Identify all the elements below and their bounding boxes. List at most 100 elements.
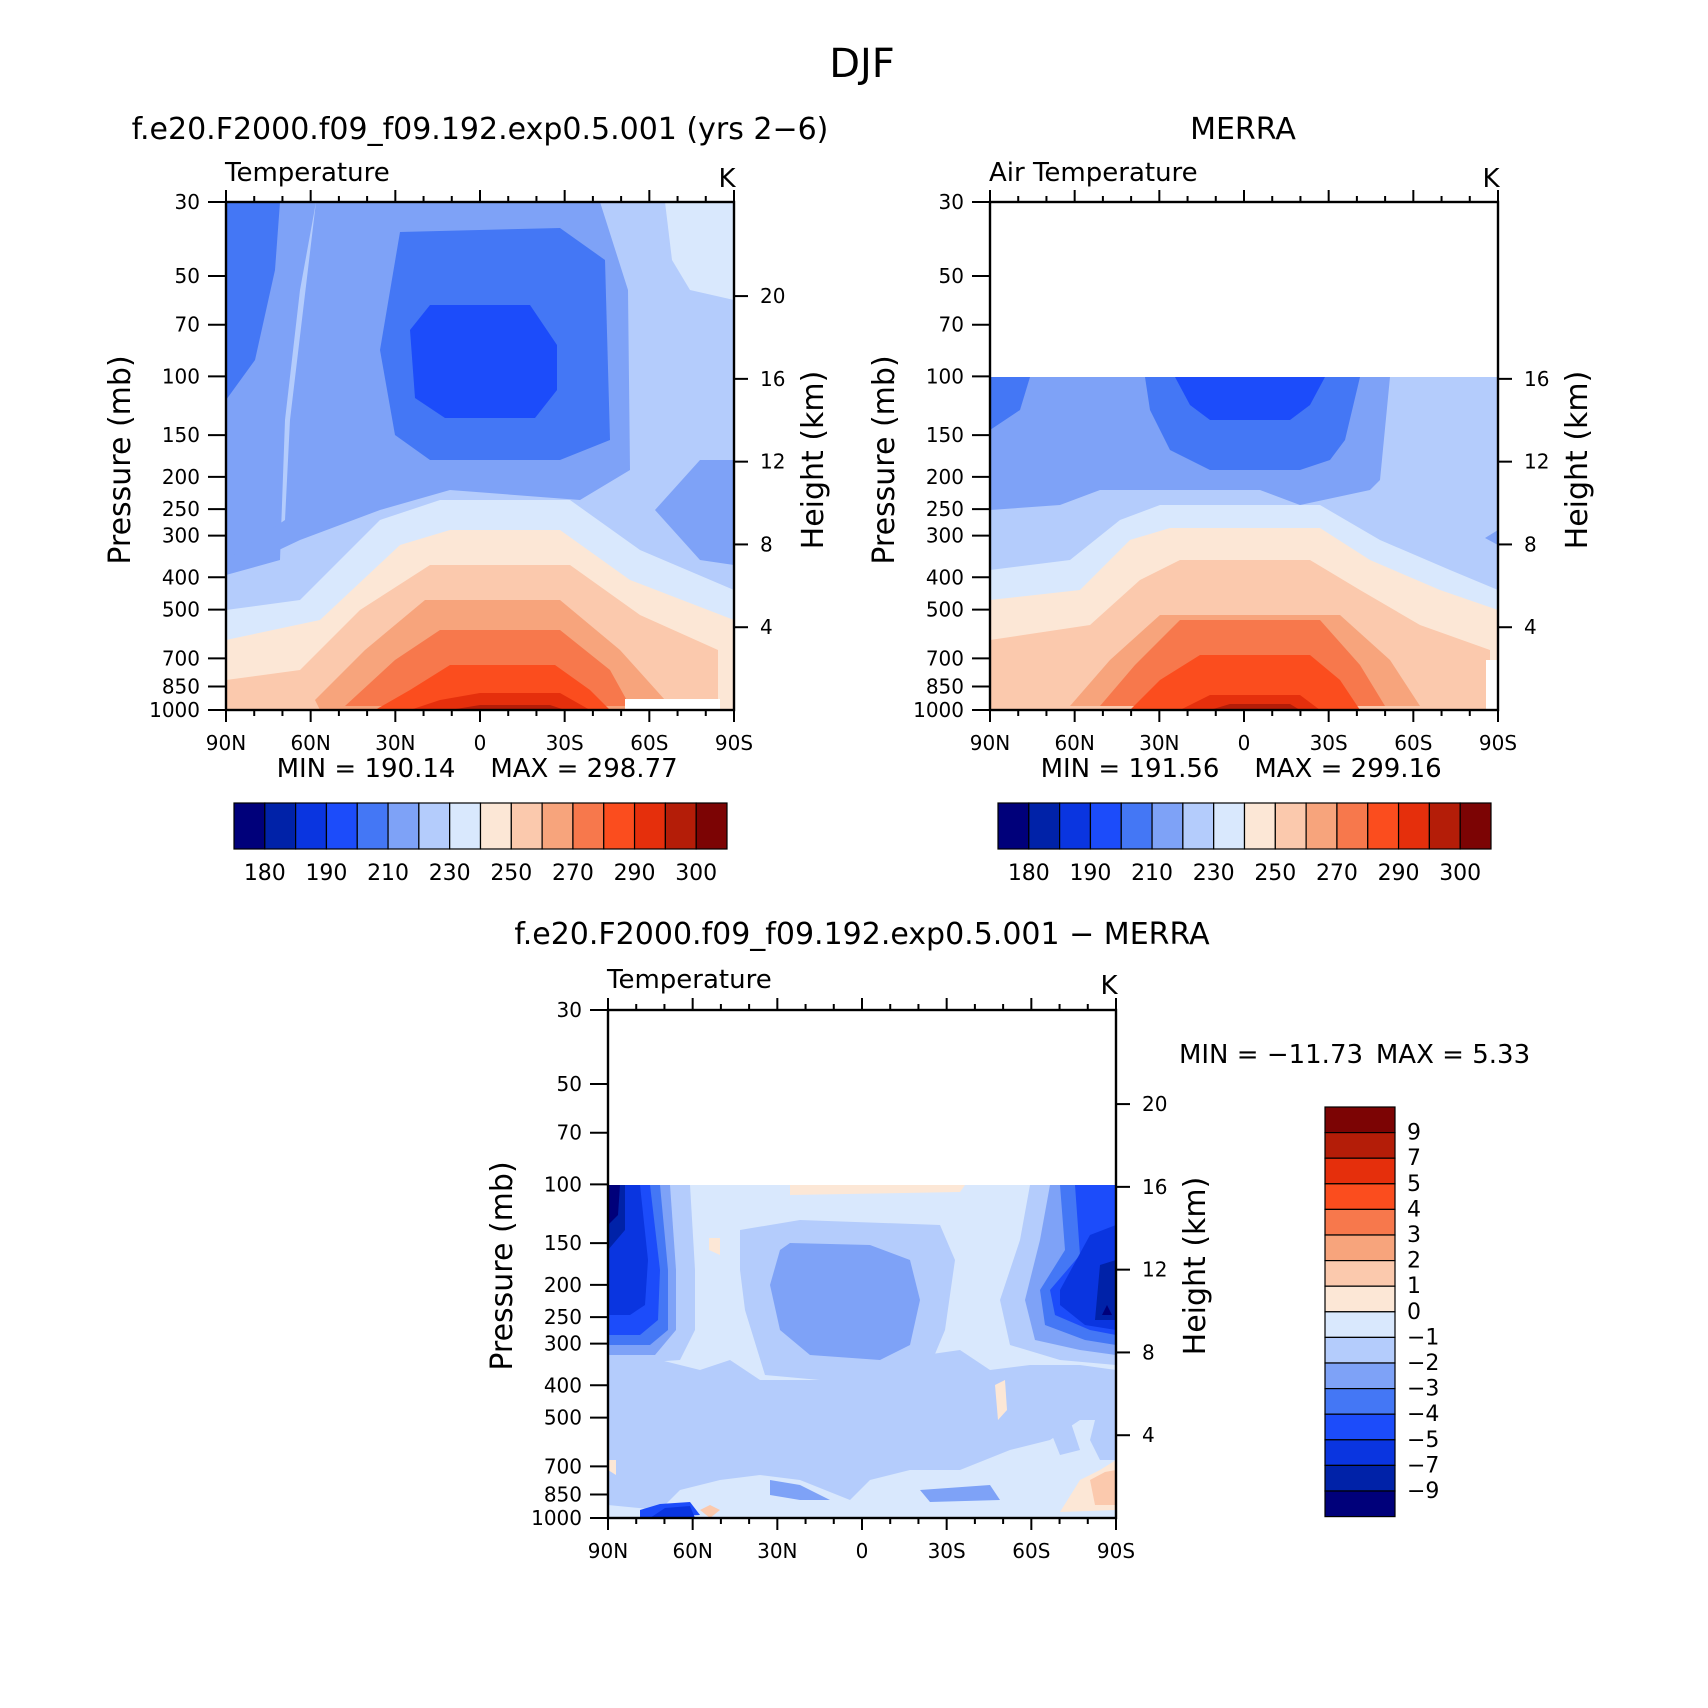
colorbar-label: 180 (244, 861, 286, 886)
y2-axis-label: Height (km) (796, 371, 831, 550)
y-tick-label: 700 (162, 646, 200, 670)
contour-fill (226, 202, 734, 710)
y-tick-label: 150 (926, 423, 964, 447)
colorbar-swatch (1324, 1413, 1396, 1441)
y2-ticks: 4 8 12 16 (1498, 367, 1549, 639)
colorbar-swatch (1243, 802, 1276, 850)
y-tick-label: 50 (939, 264, 964, 288)
colorbar: 180 190 210 230 250 270 290 300 (233, 802, 728, 886)
y-tick-label: 400 (926, 565, 964, 589)
y2-tick-label: 16 (760, 367, 785, 391)
colorbar-swatch (1274, 802, 1307, 850)
y-axis-label: Pressure (mb) (867, 355, 902, 564)
panel-merra: MERRA Air Temperature K Pressure (mb) He… (867, 112, 1595, 886)
y-tick-label: 150 (162, 423, 200, 447)
colorbar-swatch (997, 802, 1030, 850)
colorbar-label: 300 (1439, 861, 1481, 886)
max-label: MAX = 5.33 (1376, 1040, 1530, 1070)
y-tick-label: 300 (926, 524, 964, 548)
colorbar-swatch (1028, 802, 1061, 850)
colorbar-swatch (1324, 1259, 1396, 1287)
colorbar-swatch (233, 802, 266, 850)
colorbar: 180 190 210 230 250 270 290 300 (997, 802, 1492, 886)
y-tick-label: 850 (926, 674, 964, 698)
y-tick-label: 70 (557, 1121, 582, 1145)
colorbar-swatch (1397, 802, 1430, 850)
y-tick-label: 850 (162, 674, 200, 698)
y-tick-label: 850 (544, 1482, 582, 1506)
colorbar-swatch (387, 802, 420, 850)
y2-tick-label: 20 (1142, 1092, 1167, 1116)
colorbar-swatch (1428, 802, 1461, 850)
colorbar-swatch (1305, 802, 1338, 850)
y2-tick-label: 12 (760, 450, 785, 474)
colorbar-swatch (1324, 1131, 1396, 1159)
colorbar-label: 230 (429, 861, 471, 886)
units-label: K (1482, 164, 1500, 194)
colorbar-label: 9 (1407, 1121, 1421, 1146)
x-tick-label: 0 (1238, 731, 1251, 755)
x-tick-label: 0 (856, 1539, 869, 1563)
x-tick-label: 30N (1139, 731, 1179, 755)
colorbar-swatch (264, 802, 297, 850)
x-tick-label: 30S (1310, 731, 1348, 755)
colorbar-swatch (1324, 1311, 1396, 1339)
y2-tick-label: 16 (1142, 1175, 1167, 1199)
x-tick-label: 30S (928, 1539, 966, 1563)
y-tick-label: 50 (557, 1072, 582, 1096)
colorbar-swatch (541, 802, 574, 850)
x-tick-label: 30S (546, 731, 584, 755)
variable-label: Temperature (606, 965, 772, 995)
y-tick-label: 70 (939, 313, 964, 337)
y-tick-label: 100 (926, 364, 964, 388)
colorbar-swatch (1367, 802, 1400, 850)
colorbar-label: 250 (1254, 861, 1296, 886)
colorbar-swatch (1324, 1183, 1396, 1211)
colorbar-swatch (1324, 1336, 1396, 1364)
colorbar-swatch (1336, 802, 1369, 850)
panel-title: f.e20.F2000.f09_f09.192.exp0.5.001 (yrs … (132, 112, 829, 147)
colorbar-swatch (1324, 1208, 1396, 1236)
x-tick-label: 30N (757, 1539, 797, 1563)
colorbar-swatch (1324, 1285, 1396, 1313)
y-tick-label: 400 (544, 1373, 582, 1397)
min-label: MIN = −11.73 (1179, 1040, 1363, 1070)
colorbar-swatch (449, 802, 482, 850)
y-tick-label: 300 (544, 1332, 582, 1356)
y-tick-label: 70 (175, 313, 200, 337)
colorbar-label: 250 (490, 861, 532, 886)
y2-tick-label: 4 (1142, 1423, 1155, 1447)
colorbar-swatch (295, 802, 328, 850)
y2-tick-label: 4 (760, 615, 773, 639)
y-tick-label: 500 (544, 1406, 582, 1430)
max-label: MAX = 298.77 (490, 754, 677, 784)
colorbar-label: 1 (1407, 1274, 1421, 1299)
y-tick-label: 1000 (913, 698, 964, 722)
x-tick-label: 90S (715, 731, 753, 755)
y-tick-label: 30 (175, 190, 200, 214)
contour-fill (990, 377, 1498, 710)
colorbar-label: 0 (1407, 1300, 1421, 1325)
x-tick-label: 60N (290, 731, 330, 755)
colorbar-swatch (479, 802, 512, 850)
y2-ticks: 4 8 12 16 20 (1116, 1092, 1167, 1447)
y-tick-label: 700 (544, 1454, 582, 1478)
y-tick-label: 200 (926, 465, 964, 489)
x-ticks: 90N 60N 30N 0 30S 60S 90S (206, 190, 753, 755)
colorbar-label: 210 (367, 861, 409, 886)
variable-label: Temperature (224, 158, 390, 188)
x-tick-label: 90N (206, 731, 246, 755)
colorbar-swatch (572, 802, 605, 850)
colorbar-swatch (1324, 1387, 1396, 1415)
colorbar-swatch (695, 802, 728, 850)
colorbar-label: −4 (1407, 1402, 1439, 1427)
y2-tick-label: 8 (1142, 1340, 1155, 1364)
colorbar-label: 270 (552, 861, 594, 886)
colorbar-swatch (1324, 1490, 1396, 1518)
x-ticks: 90N 60N 30N 0 30S 60S 90S (588, 998, 1135, 1563)
y-axis-label: Pressure (mb) (485, 1161, 520, 1370)
y2-tick-label: 8 (760, 532, 773, 556)
x-tick-label: 0 (474, 731, 487, 755)
x-tick-label: 60N (1054, 731, 1094, 755)
